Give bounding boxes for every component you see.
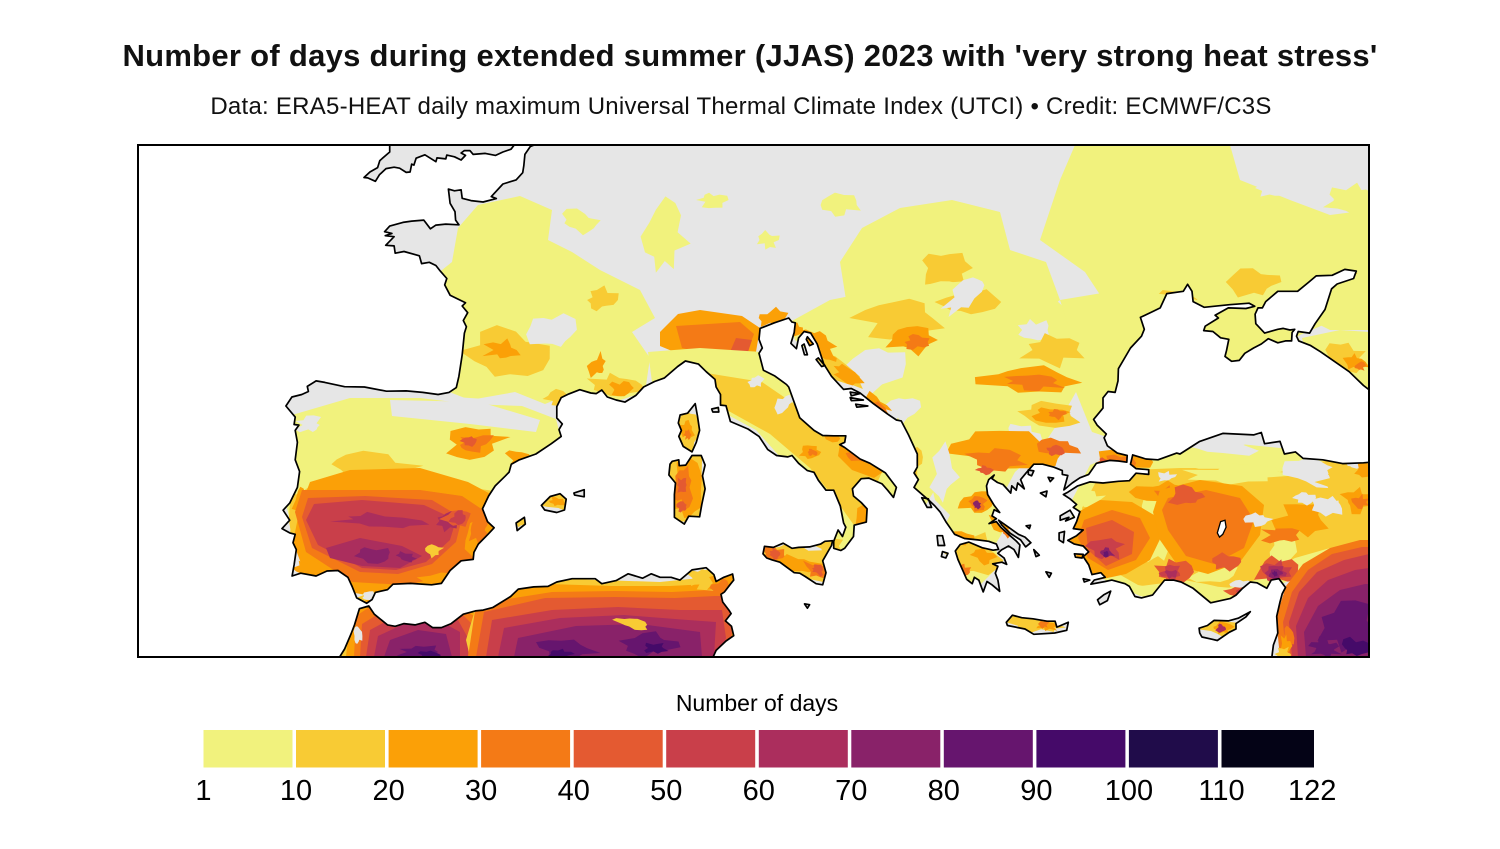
svg-text:20: 20 (372, 775, 404, 807)
svg-text:80: 80 (928, 775, 960, 807)
svg-text:100: 100 (1105, 775, 1153, 807)
svg-text:110: 110 (1198, 775, 1244, 807)
svg-text:Number of days during extended: Number of days during extended summer (J… (122, 38, 1377, 73)
svg-text:1: 1 (195, 775, 211, 807)
svg-text:60: 60 (743, 775, 775, 807)
svg-text:70: 70 (835, 775, 867, 807)
svg-text:40: 40 (558, 775, 590, 807)
svg-text:90: 90 (1020, 775, 1052, 807)
svg-text:122: 122 (1288, 775, 1336, 807)
svg-text:30: 30 (465, 775, 497, 807)
svg-text:50: 50 (650, 775, 682, 807)
svg-text:10: 10 (280, 775, 312, 807)
svg-text:Data: ERA5-HEAT daily maximum: Data: ERA5-HEAT daily maximum Universal … (210, 93, 1271, 120)
svg-text:Number of days: Number of days (676, 690, 838, 716)
